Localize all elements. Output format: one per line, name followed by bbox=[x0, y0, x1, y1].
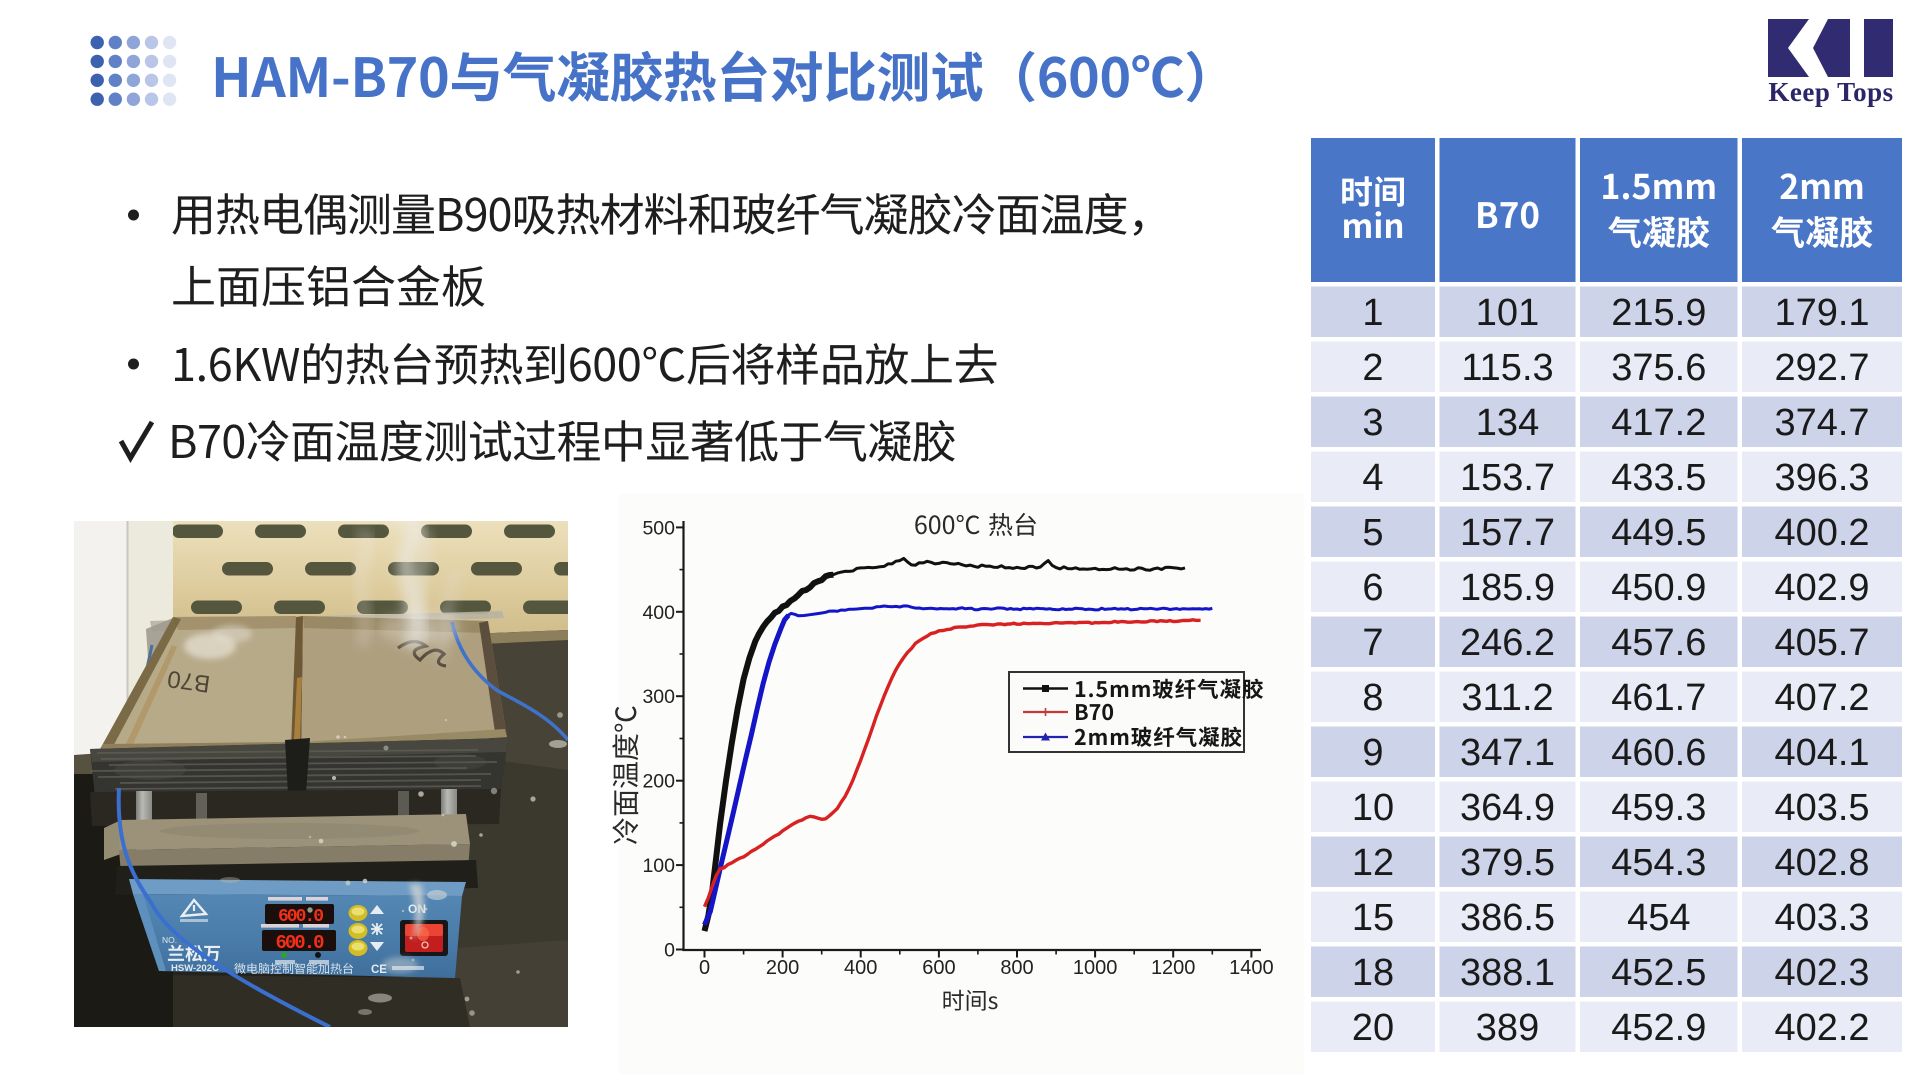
svg-text:200: 200 bbox=[642, 771, 675, 793]
svg-text:400.2: 400.2 bbox=[1774, 512, 1869, 554]
svg-text:2: 2 bbox=[1362, 347, 1383, 389]
svg-text:450.9: 450.9 bbox=[1611, 567, 1706, 609]
svg-text:115.3: 115.3 bbox=[1461, 347, 1553, 389]
svg-text:400: 400 bbox=[642, 602, 675, 624]
svg-text:459.3: 459.3 bbox=[1611, 787, 1706, 829]
svg-text:246.2: 246.2 bbox=[1460, 622, 1555, 664]
svg-text:4: 4 bbox=[1362, 457, 1383, 499]
svg-text:1: 1 bbox=[1362, 292, 1383, 334]
svg-text:433.5: 433.5 bbox=[1611, 457, 1706, 499]
svg-text:386.5: 386.5 bbox=[1460, 897, 1555, 939]
svg-text:0: 0 bbox=[699, 957, 710, 979]
svg-text:10: 10 bbox=[1352, 787, 1394, 829]
svg-text:417.2: 417.2 bbox=[1611, 402, 1706, 444]
svg-text:Keep Tops: Keep Tops bbox=[1768, 77, 1893, 107]
svg-text:9: 9 bbox=[1362, 732, 1383, 774]
svg-text:452.9: 452.9 bbox=[1611, 1007, 1706, 1049]
svg-text:7: 7 bbox=[1362, 622, 1383, 664]
svg-text:215.9: 215.9 bbox=[1611, 292, 1706, 334]
svg-text:1200: 1200 bbox=[1151, 957, 1196, 979]
svg-text:300: 300 bbox=[642, 686, 675, 708]
svg-text:1400: 1400 bbox=[1229, 957, 1274, 979]
svg-text:374.7: 374.7 bbox=[1774, 402, 1869, 444]
svg-text:3: 3 bbox=[1362, 402, 1383, 444]
svg-text:800: 800 bbox=[1000, 957, 1033, 979]
svg-text:407.2: 407.2 bbox=[1774, 677, 1869, 719]
svg-text:500: 500 bbox=[642, 517, 675, 539]
svg-text:389: 389 bbox=[1476, 1007, 1539, 1049]
svg-text:454.3: 454.3 bbox=[1611, 842, 1706, 884]
svg-text:347.1: 347.1 bbox=[1460, 732, 1555, 774]
svg-text:452.5: 452.5 bbox=[1611, 952, 1706, 994]
svg-text:NO.: NO. bbox=[162, 935, 177, 945]
svg-text:292.7: 292.7 bbox=[1774, 347, 1869, 389]
svg-text:18: 18 bbox=[1352, 952, 1394, 994]
svg-text:600.0: 600.0 bbox=[278, 907, 323, 927]
svg-text:179.1: 179.1 bbox=[1774, 292, 1869, 334]
svg-text:8: 8 bbox=[1362, 677, 1383, 719]
svg-text:153.7: 153.7 bbox=[1460, 457, 1555, 499]
svg-text:311.2: 311.2 bbox=[1461, 677, 1553, 719]
svg-text:12: 12 bbox=[1352, 842, 1394, 884]
svg-text:461.7: 461.7 bbox=[1611, 677, 1706, 719]
svg-text:101: 101 bbox=[1476, 292, 1539, 334]
svg-text:B70: B70 bbox=[166, 665, 212, 698]
svg-text:405.7: 405.7 bbox=[1774, 622, 1869, 664]
svg-text:600.0: 600.0 bbox=[275, 932, 324, 954]
svg-text:379.5: 379.5 bbox=[1460, 842, 1555, 884]
svg-text:134: 134 bbox=[1476, 402, 1539, 444]
svg-text:CE: CE bbox=[371, 964, 387, 976]
svg-text:402.9: 402.9 bbox=[1774, 567, 1869, 609]
svg-text:364.9: 364.9 bbox=[1460, 787, 1555, 829]
svg-text:185.9: 185.9 bbox=[1460, 567, 1555, 609]
svg-text:6: 6 bbox=[1362, 567, 1383, 609]
svg-text:404.1: 404.1 bbox=[1774, 732, 1869, 774]
svg-text:100: 100 bbox=[642, 855, 675, 877]
svg-text:454: 454 bbox=[1627, 897, 1690, 939]
svg-text:402.2: 402.2 bbox=[1774, 1007, 1869, 1049]
svg-text:402.8: 402.8 bbox=[1774, 842, 1869, 884]
svg-text:20: 20 bbox=[1352, 1007, 1394, 1049]
svg-text:1000: 1000 bbox=[1073, 957, 1118, 979]
svg-text:200: 200 bbox=[766, 957, 799, 979]
svg-text:396.3: 396.3 bbox=[1774, 457, 1869, 499]
svg-text:HSW-202C: HSW-202C bbox=[171, 963, 219, 974]
svg-text:449.5: 449.5 bbox=[1611, 512, 1706, 554]
svg-text:402.3: 402.3 bbox=[1774, 952, 1869, 994]
svg-text:457.6: 457.6 bbox=[1611, 622, 1706, 664]
svg-text:460.6: 460.6 bbox=[1611, 732, 1706, 774]
svg-text:157.7: 157.7 bbox=[1460, 512, 1555, 554]
svg-text:15: 15 bbox=[1352, 897, 1394, 939]
svg-text:375.6: 375.6 bbox=[1611, 347, 1706, 389]
svg-text:600: 600 bbox=[922, 957, 955, 979]
svg-text:403.5: 403.5 bbox=[1774, 787, 1869, 829]
svg-text:400: 400 bbox=[844, 957, 877, 979]
svg-text:388.1: 388.1 bbox=[1460, 952, 1555, 994]
svg-text:5: 5 bbox=[1362, 512, 1383, 554]
svg-text:0: 0 bbox=[664, 940, 675, 962]
svg-text:403.3: 403.3 bbox=[1774, 897, 1869, 939]
